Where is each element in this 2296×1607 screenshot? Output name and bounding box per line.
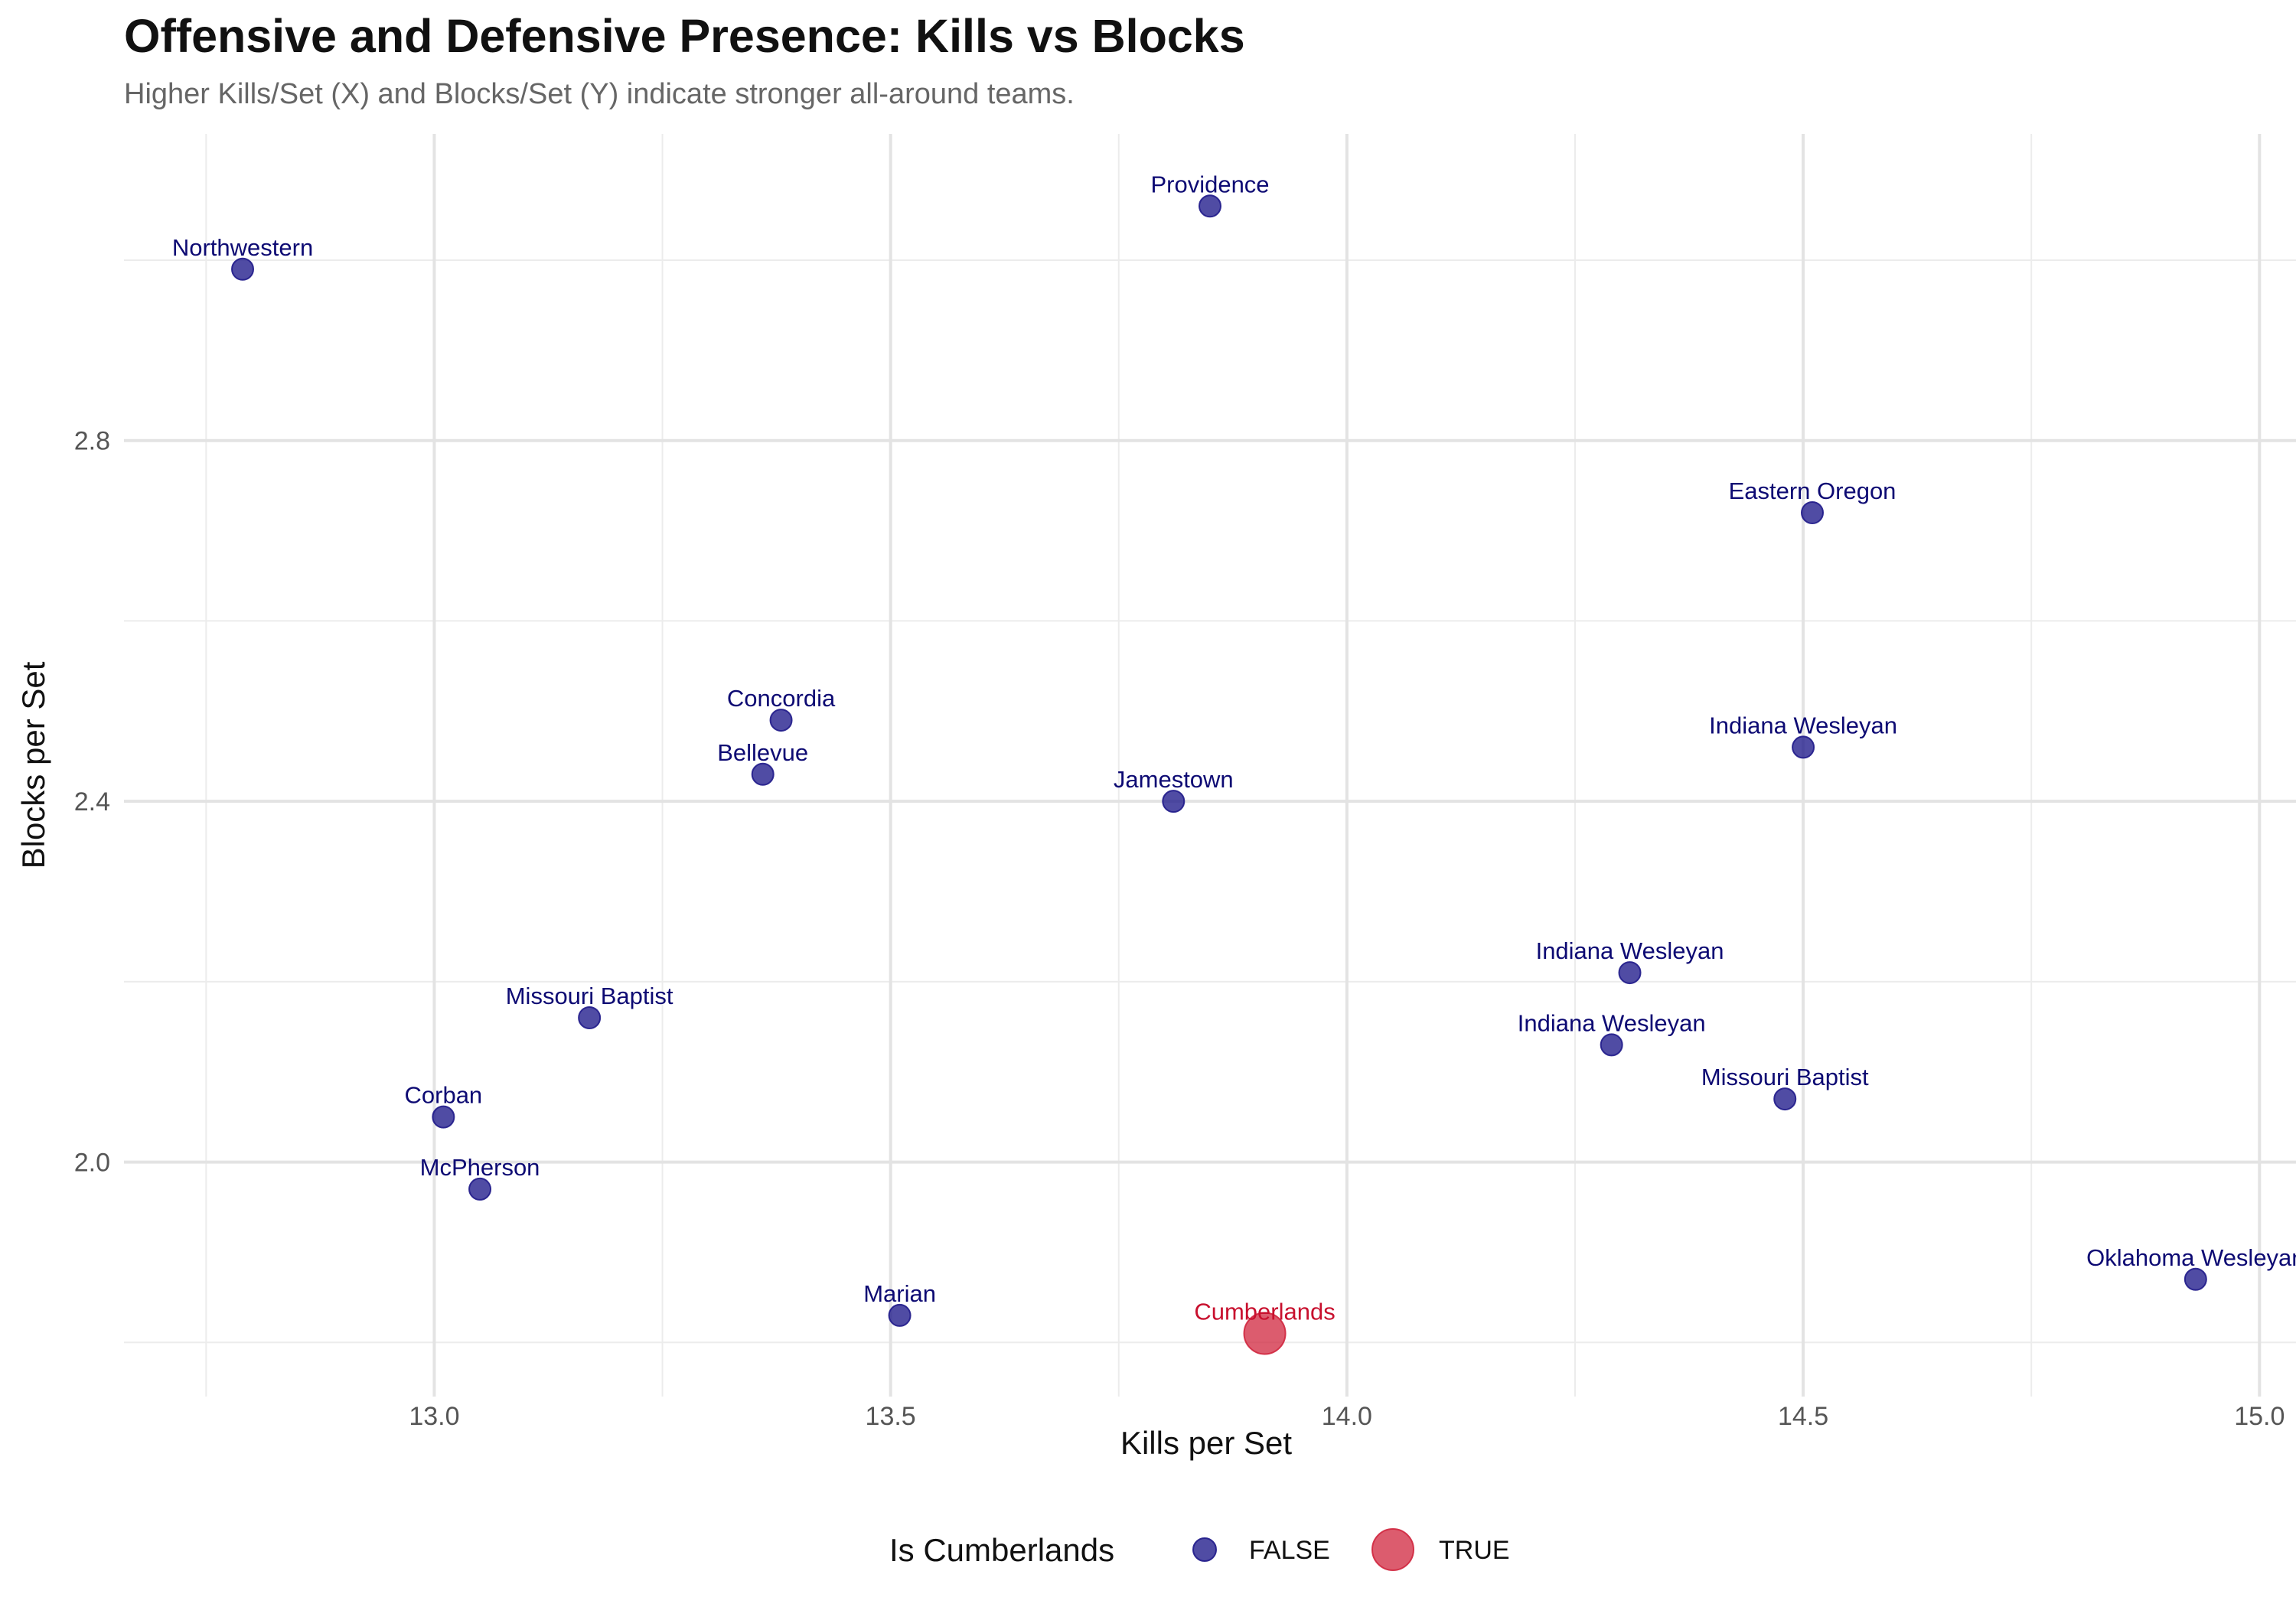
legend-true-label: TRUE: [1439, 1536, 1510, 1565]
y-axis-ticks: 2.0 2.4 2.8: [74, 427, 110, 1178]
data-point: [578, 1006, 602, 1029]
data-point-label: Oklahoma Wesleyan: [2086, 1244, 2296, 1271]
data-points: [231, 194, 2207, 1355]
data-point: [1801, 501, 1825, 524]
data-point: [231, 257, 255, 281]
data-point: [1162, 790, 1186, 813]
legend-title: Is Cumberlands: [889, 1532, 1114, 1568]
legend-true-swatch: [1371, 1528, 1414, 1571]
data-point: [1618, 961, 1642, 985]
x-tick-label: 13.0: [409, 1402, 459, 1431]
data-point-label: Northwestern: [172, 234, 313, 261]
data-point: [1199, 194, 1221, 218]
y-tick-label: 2.8: [74, 427, 110, 456]
data-point-label: Indiana Wesleyan: [1536, 937, 1724, 964]
data-point-label: Concordia: [727, 685, 836, 712]
y-tick-label: 2.0: [74, 1149, 110, 1178]
chart-title: Offensive and Defensive Presence: Kills …: [124, 10, 1245, 62]
data-point-label: Jamestown: [1114, 766, 1234, 793]
legend: Is Cumberlands FALSE TRUE: [889, 1528, 1510, 1571]
x-tick-label: 15.0: [2234, 1402, 2285, 1431]
y-axis-title: Blocks per Set: [15, 661, 51, 869]
legend-false-label: FALSE: [1249, 1536, 1330, 1565]
data-point: [2183, 1267, 2207, 1291]
data-point-label: Corban: [405, 1082, 483, 1109]
data-point-label: Missouri Baptist: [506, 983, 673, 1009]
data-point-label: Eastern Oregon: [1729, 478, 1896, 504]
data-labels: Northwestern Providence Eastern Oregon Conc…: [172, 171, 2296, 1325]
data-point-label: Marian: [863, 1280, 936, 1307]
x-tick-label: 13.5: [866, 1402, 916, 1431]
chart-subtitle: Higher Kills/Set (X) and Blocks/Set (Y) …: [124, 78, 1075, 110]
data-point: [751, 762, 775, 786]
data-point-label: Missouri Baptist: [1701, 1064, 1869, 1090]
data-point: [769, 709, 793, 732]
y-tick-label: 2.4: [74, 787, 110, 817]
data-point: [468, 1177, 492, 1201]
data-point-label: McPherson: [420, 1154, 540, 1181]
data-point-label: Bellevue: [717, 739, 808, 766]
data-point: [1600, 1033, 1623, 1057]
legend-false-swatch: [1192, 1537, 1217, 1562]
data-point-label: Indiana Wesleyan: [1709, 712, 1897, 738]
x-tick-label: 14.0: [1322, 1402, 1372, 1431]
data-point-label: Providence: [1150, 171, 1269, 197]
grid-lines: [124, 134, 2296, 1397]
data-point-label: Cumberlands: [1194, 1299, 1335, 1325]
data-point-label: Indiana Wesleyan: [1518, 1009, 1706, 1036]
x-axis-ticks: 13.0 13.5 14.0 14.5 15.0: [409, 1402, 2285, 1431]
x-tick-label: 14.5: [1778, 1402, 1828, 1431]
data-point: [432, 1105, 455, 1129]
x-axis-title: Kills per Set: [1120, 1425, 1292, 1461]
data-point: [1243, 1312, 1287, 1355]
data-point: [1792, 735, 1815, 759]
data-point: [1773, 1087, 1797, 1111]
data-point: [888, 1303, 912, 1327]
